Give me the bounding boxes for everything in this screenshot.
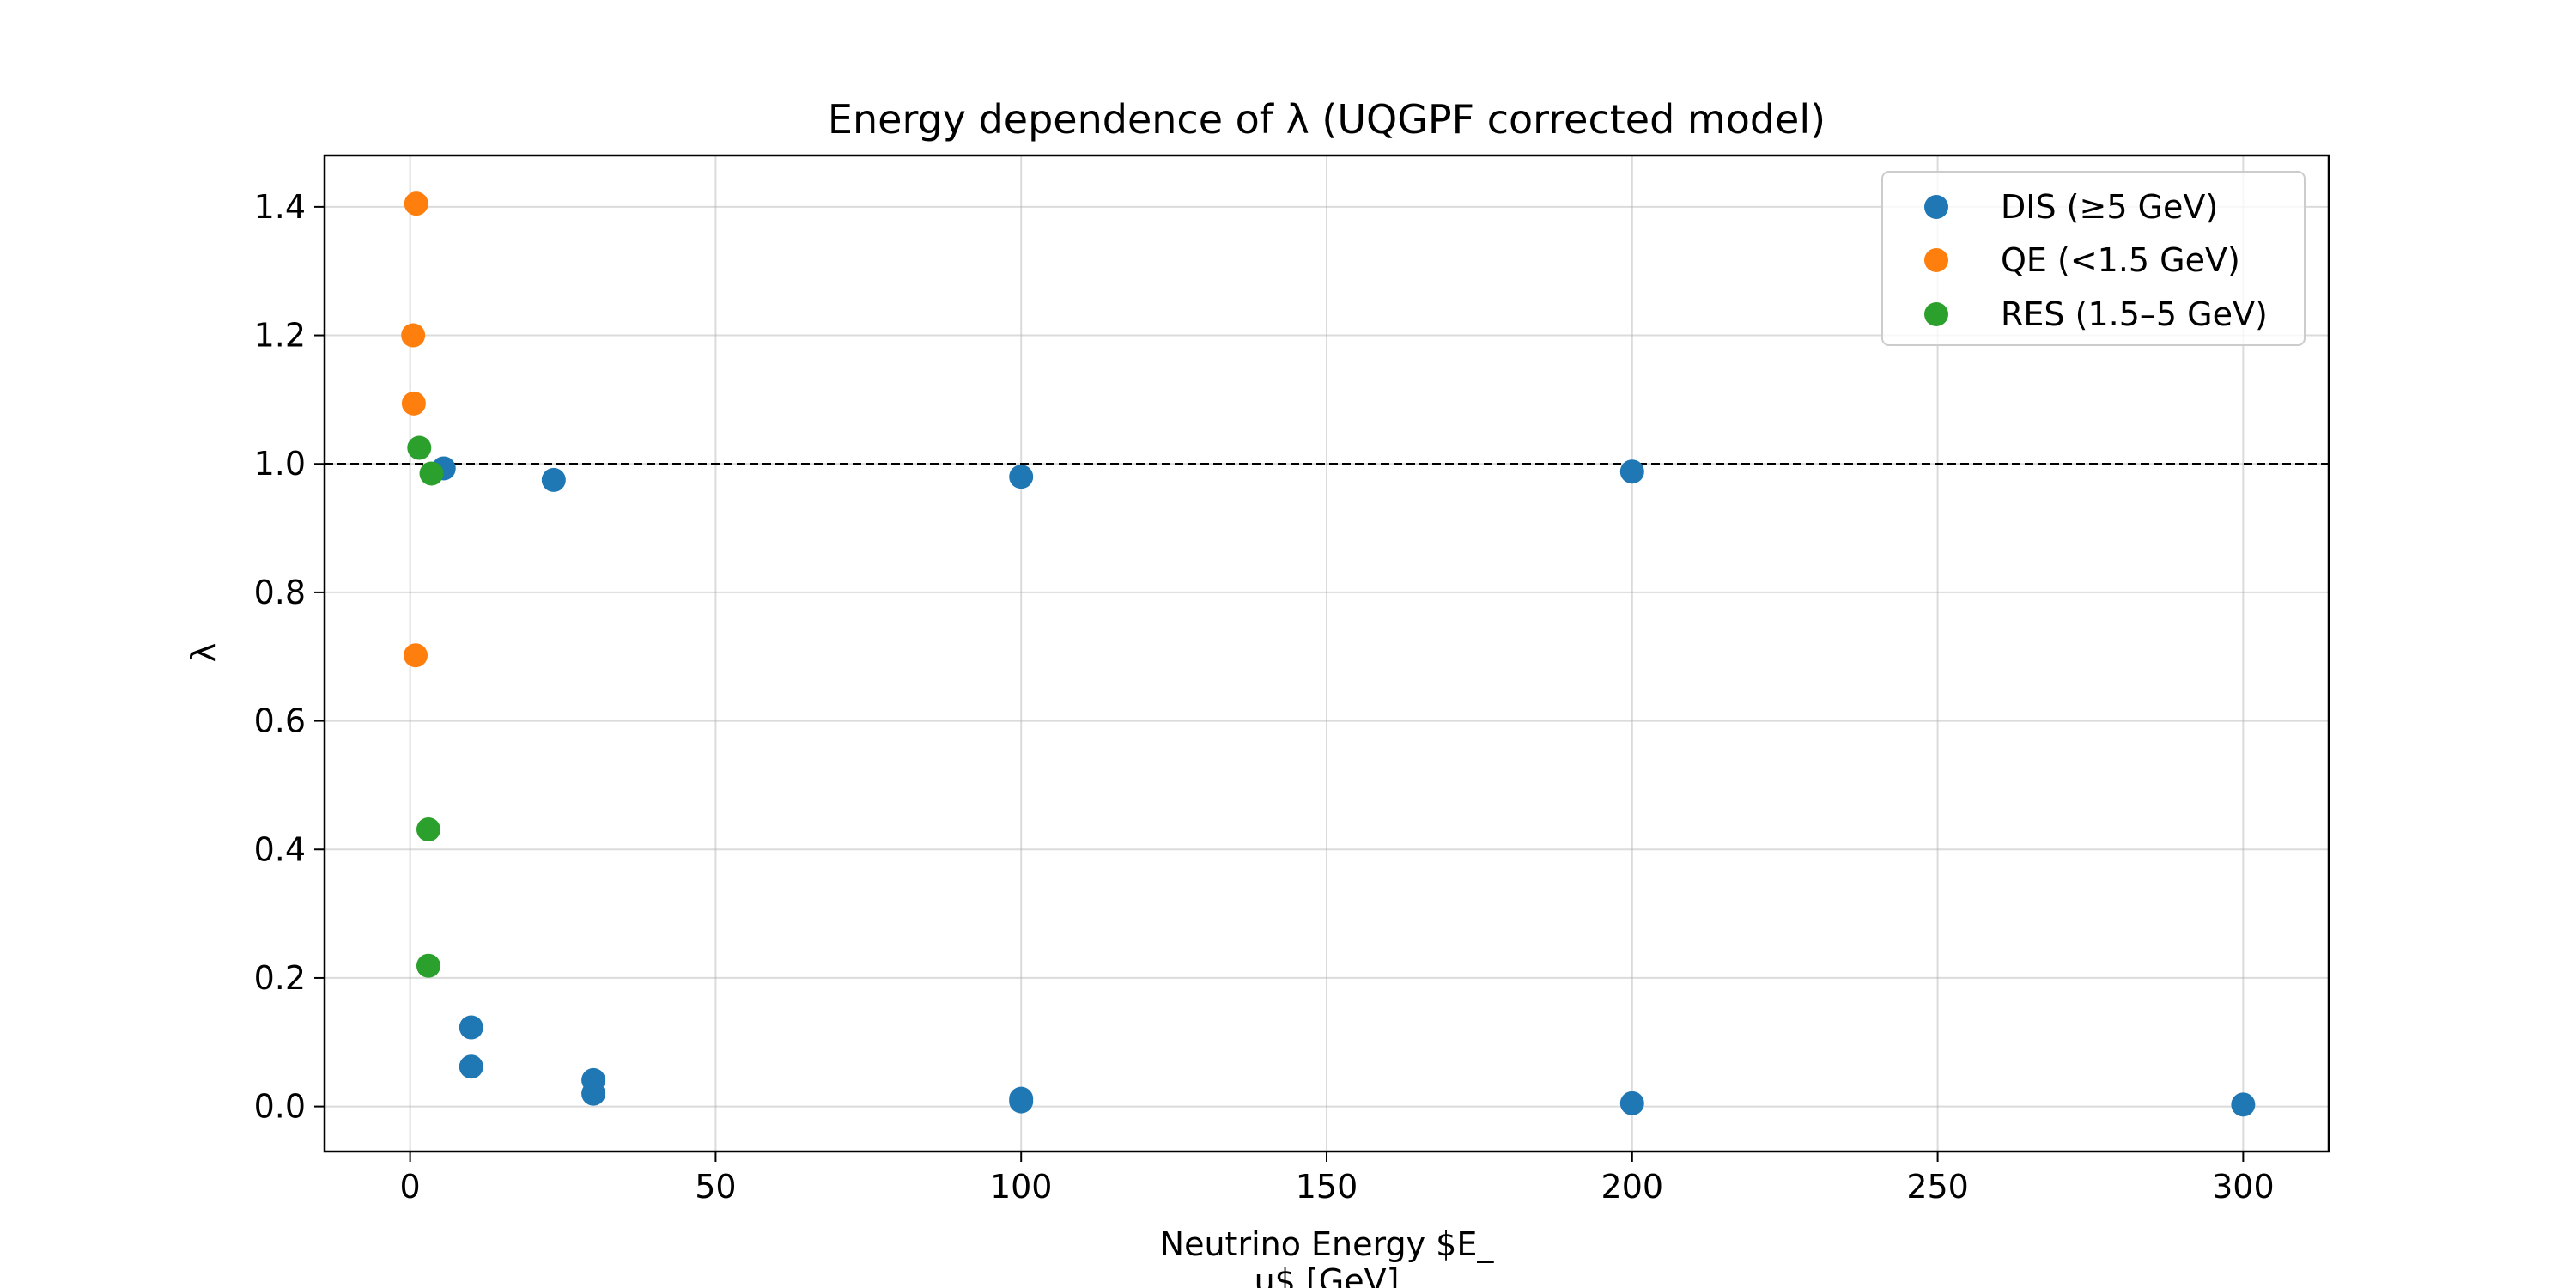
x-tick-label: 0: [400, 1168, 421, 1206]
y-axis-ticks: 0.0 0.2 0.4 0.6 0.8 1.0 1.2 1.4: [254, 188, 325, 1126]
legend-label-res: RES (1.5–5 GeV): [2001, 295, 2268, 333]
data-point-dis: [2231, 1092, 2256, 1117]
y-tick-label: 0.0: [254, 1088, 306, 1126]
data-point-res: [416, 817, 440, 842]
y-axis-label: λ: [185, 643, 222, 663]
y-tick-label: 1.2: [254, 317, 306, 355]
y-tick-label: 0.4: [254, 830, 306, 868]
data-point-qe: [404, 643, 428, 668]
legend-frame: [1881, 171, 2306, 346]
x-tick-label: 100: [990, 1168, 1053, 1206]
data-point-dis: [1619, 1091, 1644, 1115]
data-point-dis: [459, 1054, 483, 1079]
y-tick-label: 1.0: [254, 445, 306, 483]
legend-label-dis: DIS (≥5 GeV): [2001, 188, 2218, 226]
y-tick-label: 0.6: [254, 702, 306, 740]
x-tick-label: 300: [2212, 1168, 2275, 1206]
data-point-res: [416, 953, 440, 978]
x-axis-label-line-1: Neutrino Energy $E_: [1160, 1225, 1495, 1263]
x-tick-label: 50: [695, 1168, 736, 1206]
legend-marker-qe: [1924, 248, 1948, 272]
data-point-res: [407, 435, 432, 460]
legend-marker-res: [1924, 302, 1948, 326]
legend: DIS (≥5 GeV) QE (<1.5 GeV) RES (1.5–5 Ge…: [1881, 171, 2306, 346]
data-point-qe: [401, 391, 426, 416]
data-point-dis: [459, 1015, 483, 1040]
data-point-dis: [541, 467, 566, 492]
y-tick-label: 0.8: [254, 574, 306, 611]
x-tick-label: 150: [1296, 1168, 1358, 1206]
data-point-res: [419, 461, 444, 486]
y-tick-label: 1.4: [254, 188, 306, 226]
data-point-dis: [1009, 1089, 1034, 1114]
x-axis-ticks: 0 50 100 150 200 250 300: [400, 1151, 2275, 1206]
data-point-dis: [1619, 459, 1644, 484]
x-tick-label: 250: [1906, 1168, 1969, 1206]
data-point-dis: [1009, 465, 1034, 489]
data-points: [401, 191, 2256, 1117]
x-axis-label-line-2: u$ [GeV]: [1255, 1262, 1400, 1288]
data-point-qe: [404, 191, 428, 216]
data-point-dis: [581, 1081, 606, 1106]
legend-label-qe: QE (<1.5 GeV): [2001, 241, 2240, 279]
data-point-qe: [401, 323, 426, 348]
legend-marker-dis: [1924, 195, 1948, 219]
x-tick-label: 200: [1601, 1168, 1664, 1206]
chart-title: Energy dependence of λ (UQGPF corrected …: [828, 96, 1826, 143]
grid-lines: [325, 155, 2329, 1151]
y-tick-label: 0.2: [254, 959, 306, 997]
